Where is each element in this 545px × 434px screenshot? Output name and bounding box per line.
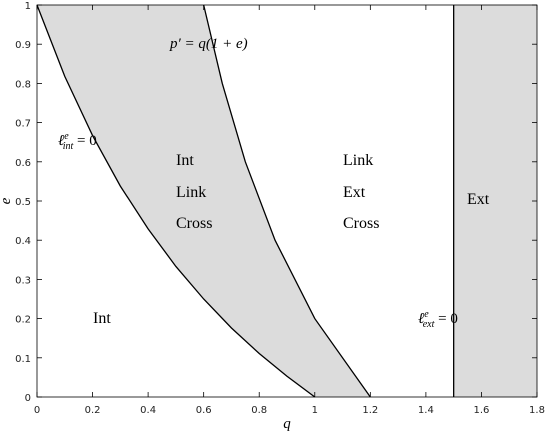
annotation: p′ = q(1 + e)	[169, 36, 248, 52]
y-tick-label: 0.3	[15, 275, 31, 286]
label-rest: = 0	[434, 311, 457, 327]
annotation: Link	[176, 184, 206, 201]
curve-label: ℓe ext = 0	[418, 309, 458, 330]
annotation: Int	[176, 152, 194, 169]
curve	[36, 4, 316, 398]
label-sub: int	[63, 141, 74, 152]
y-tick-label: 0.1	[15, 354, 31, 365]
x-tick-label: 0.6	[196, 405, 212, 416]
x-axis-label: q	[283, 416, 291, 432]
curve-label: ℓe int = 0	[58, 131, 97, 152]
y-tick-label: 0.7	[15, 119, 31, 130]
x-tick-label: 1.8	[529, 405, 545, 416]
x-tick-label: 1.4	[418, 405, 434, 416]
shaded-region	[453, 5, 537, 397]
annotation: Ext	[467, 191, 490, 208]
label-sub: ext	[423, 319, 435, 330]
curve	[203, 4, 371, 398]
y-tick-label: 0.2	[15, 315, 31, 326]
x-tick-label: 1.6	[473, 405, 489, 416]
y-tick-label: 0.5	[15, 197, 31, 208]
x-tick-label: 0.2	[85, 405, 101, 416]
annotation: Link	[343, 152, 373, 169]
x-tick-label: 0.4	[140, 405, 156, 416]
y-tick-label: 0.8	[15, 79, 31, 90]
label-rest: = 0	[73, 133, 96, 149]
annotation: Ext	[343, 184, 366, 201]
x-tick-label: 0.8	[251, 405, 267, 416]
label-base: ℓ	[418, 311, 424, 327]
label-sup: e	[64, 131, 69, 142]
x-tick-label: 1.2	[362, 405, 378, 416]
y-tick-label: 0	[25, 393, 31, 404]
y-axis-label: e	[0, 197, 14, 204]
annotation: Cross	[343, 215, 379, 232]
shaded-region	[37, 5, 371, 397]
y-tick-label: 0.9	[15, 40, 31, 51]
y-tick-label: 0.6	[15, 158, 31, 169]
y-tick-label: 1	[25, 1, 31, 12]
label-base: ℓ	[58, 133, 64, 149]
x-tick-label: 0	[34, 405, 40, 416]
y-tick-label: 0.4	[15, 236, 31, 247]
label-sup: e	[424, 309, 429, 320]
x-tick-label: 1	[312, 405, 318, 416]
annotation: Int	[93, 310, 111, 327]
annotation: Cross	[176, 215, 212, 232]
